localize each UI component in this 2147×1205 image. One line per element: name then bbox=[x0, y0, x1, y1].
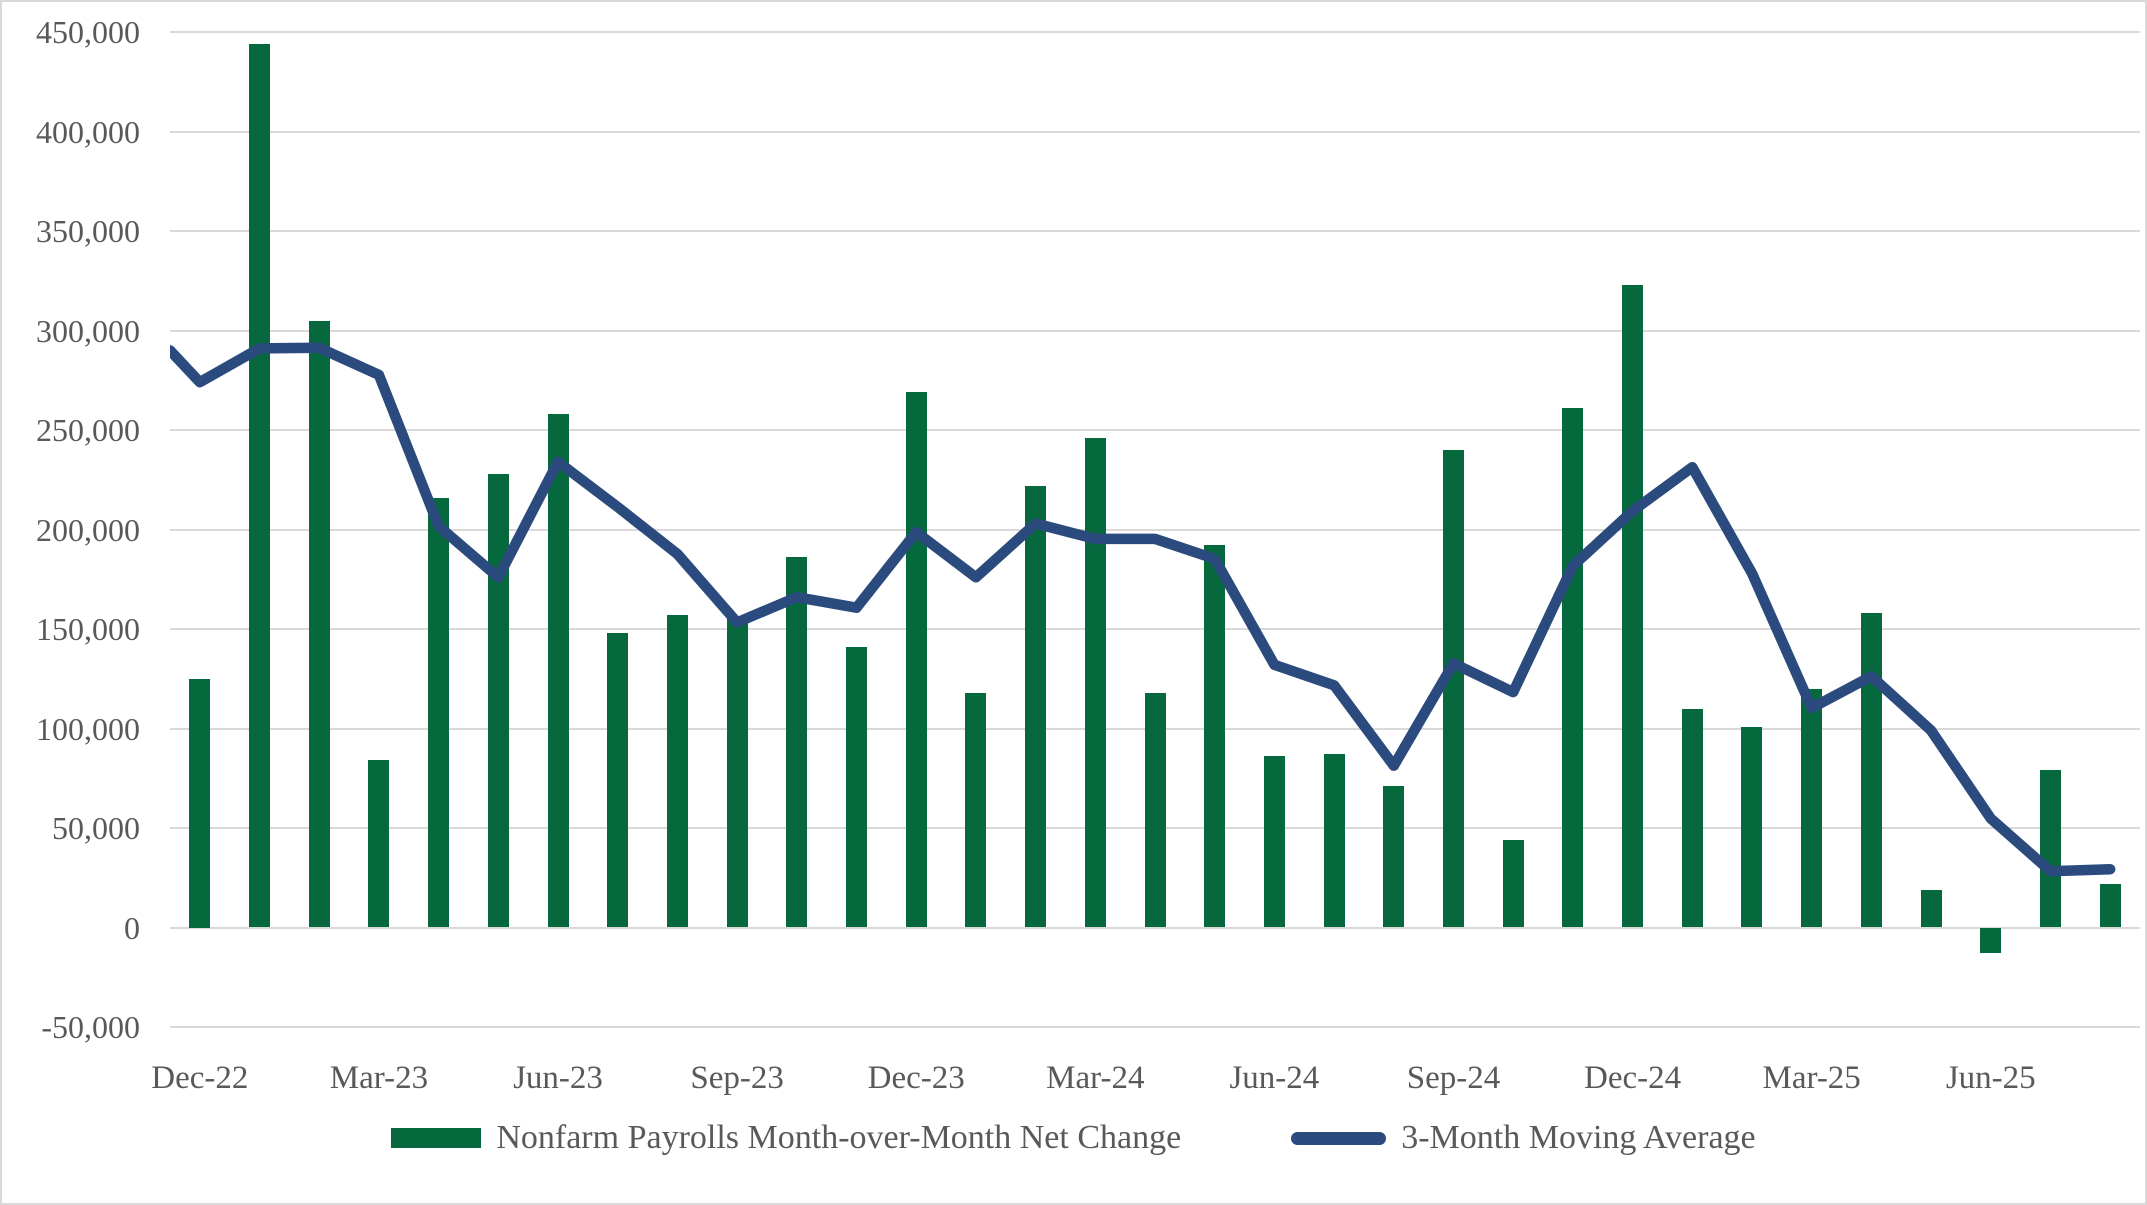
gridline bbox=[170, 230, 2140, 232]
bar-Feb-23 bbox=[308, 320, 330, 928]
gridline bbox=[170, 130, 2140, 133]
bar-Sep-23 bbox=[726, 619, 748, 928]
bar-series-swatch bbox=[391, 1128, 482, 1148]
legend-item-line-series: 3-Month Moving Average bbox=[1291, 1119, 1756, 1157]
gridline bbox=[170, 31, 2140, 33]
bar-Dec-24 bbox=[1622, 284, 1644, 928]
bar-Mar-25 bbox=[1801, 688, 1823, 928]
x-tick-label: Sep-24 bbox=[1406, 1060, 1501, 1096]
bar-Aug-25 bbox=[2099, 883, 2121, 928]
moving-average-line bbox=[170, 342, 2116, 877]
y-tick-label: -50,000 bbox=[41, 1009, 140, 1045]
bar-Jan-23 bbox=[249, 43, 271, 928]
bar-Aug-23 bbox=[666, 615, 688, 928]
bar-Jun-23 bbox=[547, 414, 569, 928]
bar-Mar-23 bbox=[368, 760, 390, 928]
x-tick-label: Jun-25 bbox=[1945, 1060, 2036, 1096]
bar-Dec-23 bbox=[905, 392, 927, 928]
bar-Nov-23 bbox=[846, 646, 867, 928]
bar-Jul-25 bbox=[2039, 770, 2061, 928]
bar-Jan-24 bbox=[965, 692, 987, 928]
x-tick-label: Dec-24 bbox=[1584, 1060, 1682, 1096]
bar-Jul-24 bbox=[1323, 754, 1345, 928]
y-tick-label: 350,000 bbox=[36, 213, 140, 249]
bar-Mar-24 bbox=[1084, 437, 1106, 928]
bar-May-23 bbox=[487, 473, 509, 928]
x-tick-label: Mar-23 bbox=[329, 1060, 429, 1096]
x-tick-label: Sep-23 bbox=[690, 1060, 784, 1096]
bar-Apr-25 bbox=[1860, 613, 1882, 928]
bar-May-25 bbox=[1920, 889, 1942, 928]
bar-Jul-23 bbox=[607, 632, 629, 928]
bar-Feb-25 bbox=[1741, 726, 1763, 928]
gridline bbox=[170, 926, 2140, 929]
y-tick-label: 50,000 bbox=[52, 810, 140, 846]
x-tick-label: Mar-25 bbox=[1762, 1060, 1861, 1096]
bar-Nov-24 bbox=[1562, 408, 1584, 928]
bar-Apr-24 bbox=[1144, 692, 1166, 928]
moving-average-path bbox=[170, 342, 2116, 877]
line-series-legend-label: 3-Month Moving Average bbox=[1401, 1119, 1756, 1156]
y-tick-label: 100,000 bbox=[36, 710, 140, 747]
bar-Oct-24 bbox=[1502, 839, 1524, 928]
bar-Apr-23 bbox=[428, 497, 450, 928]
bar-Dec-22 bbox=[189, 678, 211, 928]
y-tick-label: 250,000 bbox=[36, 412, 140, 448]
y-tick-label: 450,000 bbox=[36, 14, 140, 50]
x-tick-label: Dec-23 bbox=[867, 1060, 965, 1096]
y-tick-label: 0 bbox=[124, 909, 140, 946]
y-tick-label: 400,000 bbox=[36, 113, 140, 150]
plot-area bbox=[170, 31, 2140, 1028]
bar-Jun-24 bbox=[1263, 756, 1285, 928]
legend-item-bar-series: Nonfarm Payrolls Month-over-Month Net Ch… bbox=[391, 1119, 1181, 1157]
bar-May-24 bbox=[1204, 545, 1226, 928]
bar-Feb-24 bbox=[1025, 485, 1047, 928]
bar-Aug-24 bbox=[1383, 786, 1405, 928]
bar-Sep-24 bbox=[1442, 449, 1464, 928]
bar-Oct-23 bbox=[786, 557, 808, 928]
x-tick-label: Jun-23 bbox=[513, 1060, 603, 1096]
y-tick-label: 150,000 bbox=[36, 611, 140, 647]
gridline bbox=[170, 528, 2140, 531]
bar-Jun-25 bbox=[1980, 927, 2002, 954]
x-tick-label: Jun-24 bbox=[1229, 1060, 1320, 1096]
bar-series-legend-label: Nonfarm Payrolls Month-over-Month Net Ch… bbox=[496, 1119, 1182, 1156]
gridline bbox=[170, 329, 2140, 332]
gridline bbox=[170, 628, 2140, 630]
y-tick-label: 200,000 bbox=[36, 511, 140, 548]
x-tick-label: Dec-22 bbox=[151, 1060, 249, 1096]
gridline bbox=[170, 429, 2140, 431]
x-tick-label: Mar-24 bbox=[1046, 1060, 1145, 1096]
legend: Nonfarm Payrolls Month-over-Month Net Ch… bbox=[0, 1112, 2147, 1164]
line-series-swatch bbox=[1291, 1131, 1387, 1145]
bar-Jan-25 bbox=[1681, 708, 1703, 928]
gridline bbox=[170, 1026, 2140, 1028]
y-tick-label: 300,000 bbox=[36, 312, 140, 349]
